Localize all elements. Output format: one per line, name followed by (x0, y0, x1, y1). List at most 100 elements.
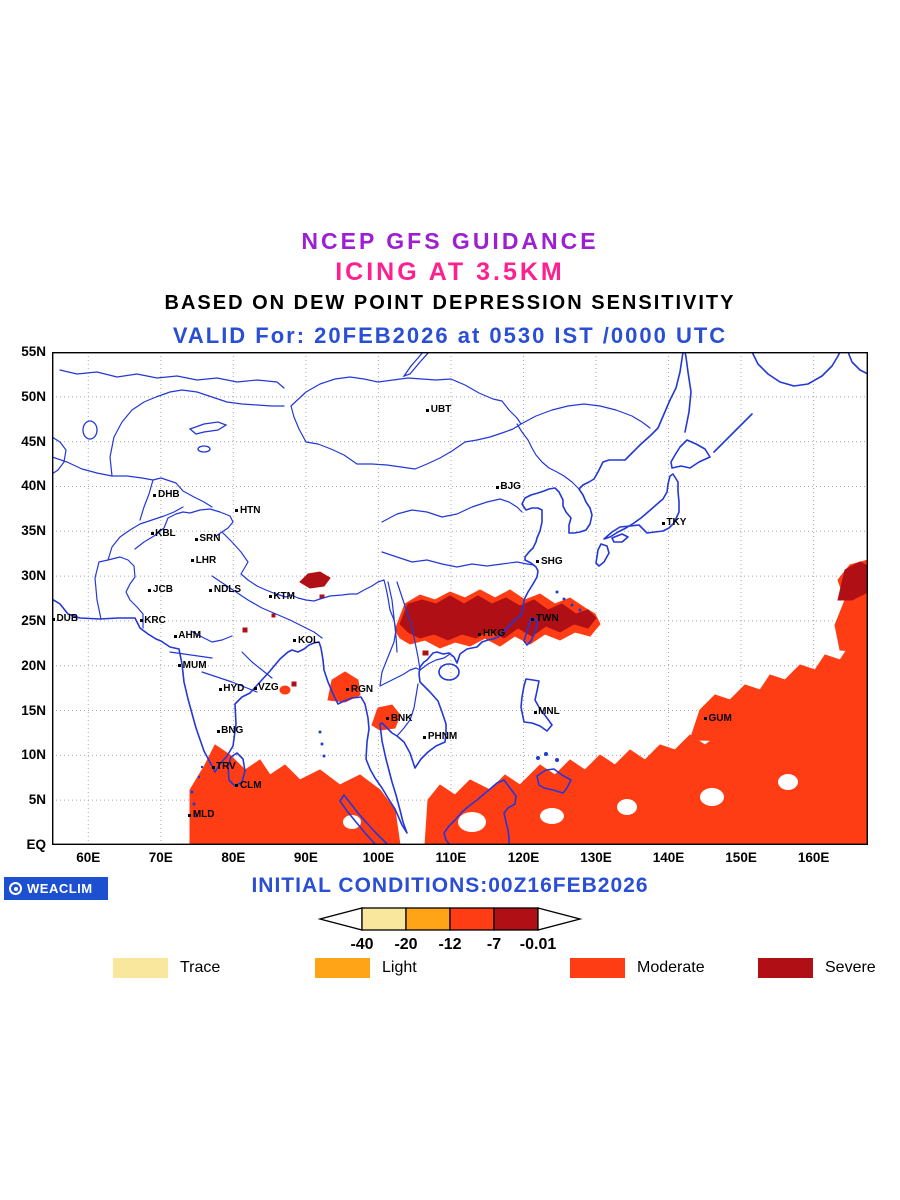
lon-tick-label: 100E (362, 850, 395, 865)
station-label: RGN (350, 683, 374, 695)
station-marker (531, 617, 535, 621)
station-label: TWN (535, 613, 559, 625)
station-label: HTN (239, 504, 261, 516)
colorbar-tick-label: -12 (438, 936, 461, 953)
colorbar-tick-label: -7 (487, 936, 501, 953)
station-marker (536, 560, 540, 564)
legend-label: Moderate (637, 959, 705, 976)
station-label: MLD (192, 809, 215, 821)
coastlines (52, 352, 868, 845)
station-label: BNK (390, 712, 413, 724)
fill-gap (458, 812, 486, 832)
severe-spot (291, 681, 297, 687)
moderate-region-indian-ocean (189, 744, 401, 845)
legend-label: Light (382, 959, 417, 976)
station-marker (293, 639, 297, 643)
colorbar-tick-label: -0.01 (520, 936, 557, 953)
station-label: JCB (152, 584, 173, 596)
lake-balkhash (188, 421, 228, 435)
station-marker (194, 537, 198, 541)
station-marker (386, 717, 390, 721)
logo-text: WEACLIM (27, 881, 93, 896)
station-label: AHM (178, 630, 202, 642)
colorbar-segment-light (405, 907, 451, 931)
station-label: LHR (195, 554, 217, 566)
weaclim-logo: WEACLIM (4, 877, 108, 900)
coastline-mainland-asia (52, 352, 684, 834)
title-valid-time: VALID For: 20FEB2026 at 0530 IST /0000 U… (172, 323, 728, 348)
station-label: MNL (538, 706, 560, 718)
lake-issyk-kul (197, 445, 211, 453)
colorbar-left-arrow (317, 907, 363, 931)
colorbar-right-arrow (537, 907, 583, 931)
station-marker (235, 509, 239, 513)
station-marker (211, 765, 215, 769)
moderate-region-west-pacific (689, 639, 868, 743)
map-frame (52, 352, 868, 845)
hainan-island (438, 663, 460, 681)
station-label: HKG (482, 628, 506, 640)
station-label: TRV (216, 761, 236, 773)
station-label: KTM (273, 590, 295, 602)
severe-region-south-china (399, 595, 597, 641)
fill-gap (343, 815, 361, 829)
colorbar-segment-severe (493, 907, 539, 931)
station-label: KOL (297, 634, 320, 646)
station-label: SRN (199, 533, 221, 545)
lon-tick-label: 130E (580, 850, 612, 865)
fill-gap (540, 808, 564, 824)
lon-tick-label: 150E (725, 850, 757, 865)
station-marker (253, 686, 257, 690)
station-label: NDLS (213, 584, 242, 596)
lon-tick-label: 70E (148, 850, 173, 865)
aral-sea (82, 420, 98, 440)
station-marker (478, 632, 482, 636)
coastline-islands (227, 352, 868, 845)
legend-item-trace: Trace (113, 958, 220, 978)
lat-tick-label: 20N (21, 657, 46, 673)
station-marker (153, 493, 157, 497)
station-marker (533, 710, 537, 714)
lat-tick-label: 25N (21, 612, 46, 628)
severe-spot (271, 613, 276, 618)
legend-swatch-severe (758, 958, 813, 978)
lon-tick-label: 110E (435, 850, 467, 865)
station-marker (423, 735, 427, 739)
station-label: BJG (500, 481, 521, 493)
station-marker (209, 588, 213, 592)
severe-region-east-edge (837, 561, 868, 601)
station-marker (346, 688, 350, 692)
station-label: DHB (157, 489, 180, 501)
station-label: DUB (56, 613, 79, 625)
title-basis: BASED ON DEW POINT DEPRESSION SENSITIVIT… (164, 292, 736, 314)
lat-tick-label: 5N (28, 792, 46, 808)
station-label: CLM (239, 779, 262, 791)
lat-tick-label: 30N (21, 568, 46, 584)
station-label: GUM (708, 712, 732, 724)
icing-fill-regions (189, 559, 868, 845)
moderate-spot-bay-of-bengal (279, 685, 291, 695)
title-product: ICING AT 3.5KM (335, 258, 565, 286)
lon-tick-label: 90E (293, 850, 318, 865)
legend-swatch-moderate (570, 958, 625, 978)
severe-spot (242, 627, 248, 633)
severe-region-himalaya (299, 571, 331, 589)
station-label: SHG (540, 555, 563, 567)
lat-tick-label: EQ (26, 836, 46, 852)
lat-tick-label: 45N (21, 433, 46, 449)
lake-baikal (402, 352, 430, 378)
moderate-region-myanmar (327, 671, 361, 703)
fill-gap (778, 774, 798, 790)
station-label: VZG (258, 682, 279, 694)
station-marker (173, 634, 177, 638)
station-label: HYD (223, 683, 245, 695)
station-marker (51, 617, 55, 621)
lat-tick-label: 10N (21, 747, 46, 763)
station-marker (191, 559, 195, 563)
country-borders (52, 369, 651, 687)
lat-tick-label: 40N (21, 478, 46, 494)
map-canvas (52, 352, 868, 845)
severe-spot (422, 650, 429, 656)
legend-label: Trace (180, 959, 221, 976)
